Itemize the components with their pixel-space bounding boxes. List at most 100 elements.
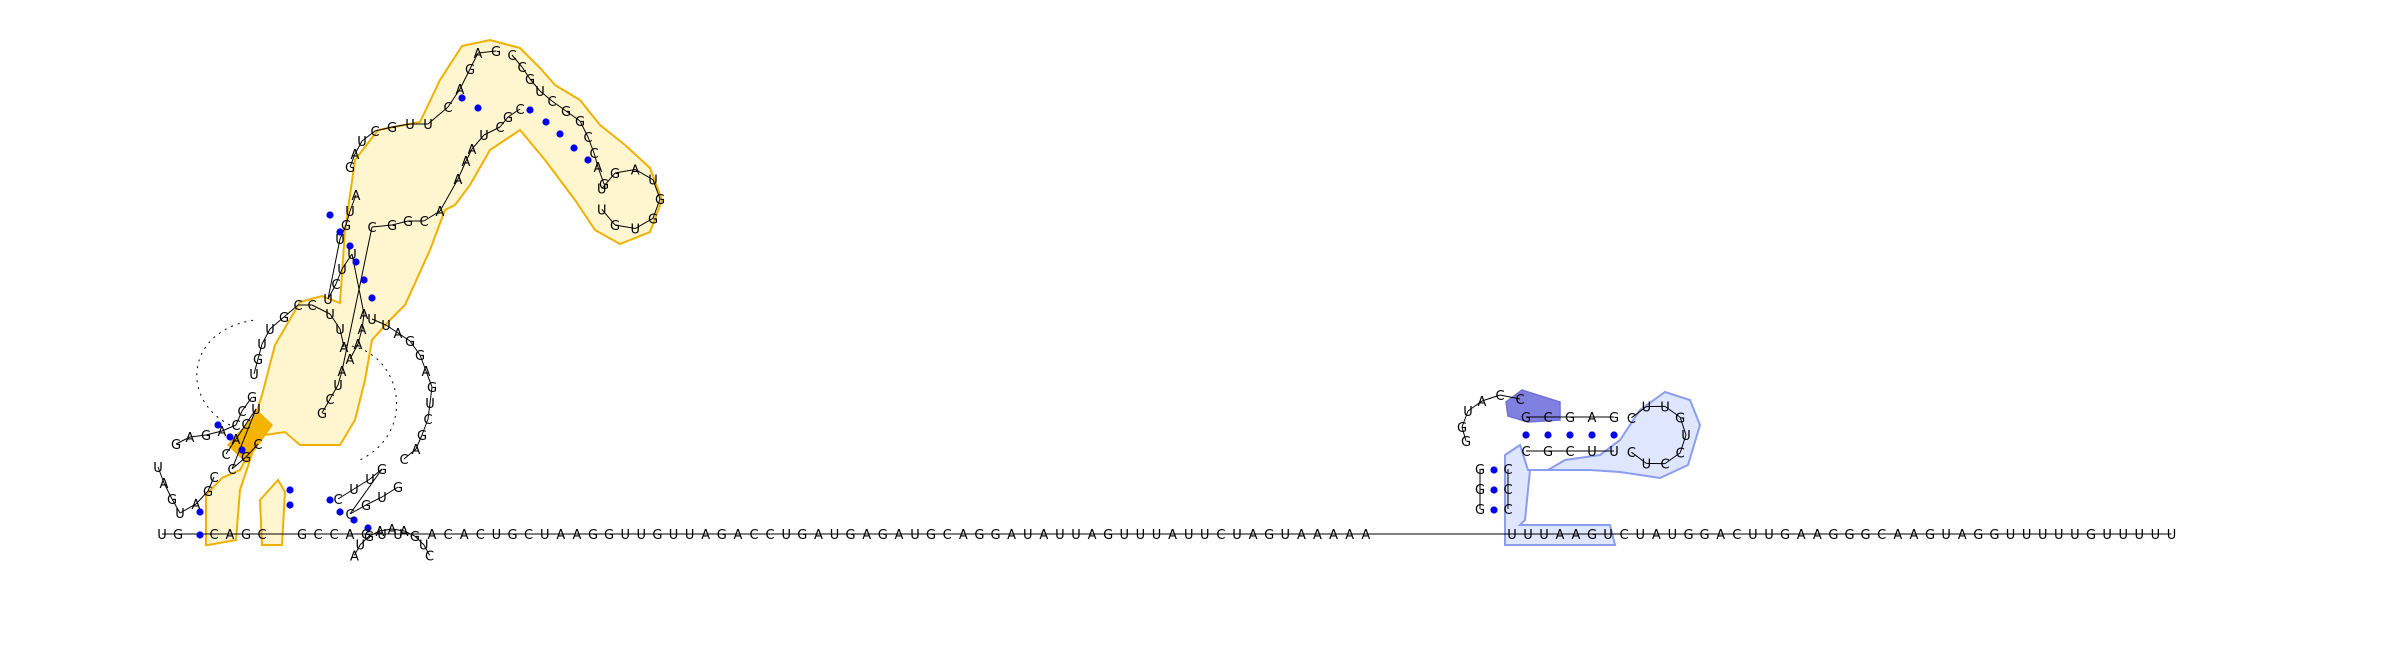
nucleotide-stem: A xyxy=(232,433,241,448)
nucleotide-inner: U xyxy=(333,379,343,394)
nucleotide-linear: A xyxy=(814,528,823,543)
nucleotide-5prime: G xyxy=(173,528,183,543)
left-base-pair-dot xyxy=(326,211,334,219)
backbone-segment xyxy=(329,384,339,400)
nucleotide-3prime-tail: C xyxy=(1732,528,1741,543)
left-base-pair-dot xyxy=(570,144,578,152)
nucleotide-3prime-tail: A xyxy=(1652,528,1661,543)
nucleotide-3prime-tail: U xyxy=(1941,528,1951,543)
nucleotide-linear: U xyxy=(781,528,791,543)
nucleotide-pk-loop: A xyxy=(412,443,421,458)
nucleotide-3prime-tail: U xyxy=(2102,528,2112,543)
nucleotide-linear: A xyxy=(1039,528,1048,543)
nucleotide-3prime-tail: G xyxy=(1861,528,1871,543)
backbone-segment xyxy=(345,210,351,226)
nucleotide-left-base: C xyxy=(329,528,338,543)
nucleotide-terminal-loop: U xyxy=(630,223,640,238)
nucleotide-linear: A xyxy=(701,528,710,543)
nucleotide-linear: C xyxy=(943,528,952,543)
nucleotide-small-helix: C xyxy=(333,493,342,508)
nucleotide-linear: C xyxy=(444,528,453,543)
nucleotide-inner: C xyxy=(419,215,428,230)
backbone-segment xyxy=(425,370,433,388)
backbone-segment xyxy=(429,386,433,404)
nucleotide-left-base: A xyxy=(346,528,355,543)
nucleotide-right-upper: G xyxy=(1565,411,1575,426)
nucleotide-multiloop: U xyxy=(423,118,433,133)
left-base-pair-dot xyxy=(556,130,564,138)
backbone-segment xyxy=(391,528,405,532)
nucleotide-multiloop: G xyxy=(491,45,501,60)
nucleotide-small-helix: G xyxy=(377,463,387,478)
nucleotide-inner: A xyxy=(454,173,463,188)
nucleotide-stem: U xyxy=(265,323,275,338)
nucleotide-bottom-loop: G xyxy=(364,530,374,545)
nucleotide-3prime-tail: A xyxy=(1797,528,1806,543)
backbone-segment xyxy=(587,136,595,154)
nucleotide-left-base: U xyxy=(377,528,387,543)
nucleotide-terminal-loop: G xyxy=(655,193,665,208)
backbone-segment xyxy=(341,253,353,270)
nucleotide-3prime-tail: G xyxy=(1973,528,1983,543)
backbone-segment xyxy=(368,530,381,537)
nucleotide-right-upper: C xyxy=(1495,389,1504,404)
backbone-segment xyxy=(327,283,337,300)
backbone-segment xyxy=(163,482,173,500)
nucleotide-linear: G xyxy=(1264,528,1274,543)
nucleotide-left-base: G xyxy=(297,528,307,543)
nucleotide-outer-loop: C xyxy=(237,405,246,420)
right-base-pair-dot xyxy=(1522,431,1530,439)
nucleotide-right-upper: G xyxy=(1609,411,1619,426)
nucleotide-linear: G xyxy=(846,528,856,543)
nucleotide-right-stem: C xyxy=(1503,463,1512,478)
backbone-segment xyxy=(634,169,654,181)
pseudoknot-arc-2 xyxy=(344,344,397,461)
backbone-segment xyxy=(427,402,431,420)
nucleotide-3prime-tail: U xyxy=(2118,528,2128,543)
nucleotide-3prime-tail: U xyxy=(2070,528,2080,543)
nucleotide-right-upper: U xyxy=(1463,405,1473,420)
nucleotide-linear: C xyxy=(749,528,758,543)
nucleotide-right-upper: A xyxy=(1478,395,1487,410)
nucleotide-inner: A xyxy=(462,155,471,170)
left-base-pair-dot xyxy=(286,501,294,509)
backbone-segment xyxy=(371,224,393,228)
nucleotide-upper: A xyxy=(354,338,363,353)
nucleotide-stem: A xyxy=(340,341,349,356)
nucleotide-outer-loop: G xyxy=(167,493,177,508)
nucleotide-multiloop: G xyxy=(465,63,475,78)
nucleotide-linear: U xyxy=(1071,528,1081,543)
nucleotide-stem: U xyxy=(257,338,267,353)
backbone-segment xyxy=(221,424,237,432)
nucleotide-small-helix: C xyxy=(345,508,354,523)
backbone-segment xyxy=(329,313,341,330)
nucleotide-arm: C xyxy=(589,147,598,162)
backbone-segment xyxy=(353,478,371,490)
left-base-pair-dot xyxy=(336,508,344,516)
nucleotide-3prime-tail: U xyxy=(2151,528,2161,543)
nucleotide-upper: U xyxy=(323,293,333,308)
nucleotide-left-base: G xyxy=(361,528,371,543)
backbone-segment xyxy=(465,148,473,162)
nucleotide-upper: C xyxy=(331,278,340,293)
nucleotide-right-upper: G xyxy=(1461,435,1471,450)
right-base-pair-dot xyxy=(1566,431,1574,439)
nucleotide-right-loop: C xyxy=(1676,447,1685,462)
nucleotide-linear: G xyxy=(990,528,1000,543)
nucleotide-arm: G xyxy=(599,178,609,193)
nucleotide-linear: G xyxy=(507,528,517,543)
right-base-pair-dot xyxy=(1490,486,1498,494)
backbone-segment xyxy=(245,443,259,458)
nucleotide-3prime-tail: U xyxy=(2038,528,2048,543)
backbone-segment xyxy=(361,130,376,142)
backbone-segment xyxy=(369,468,383,480)
backbone-segment xyxy=(337,488,355,500)
nucleotide-3prime-tail: U xyxy=(2167,528,2177,543)
nucleotide-small-helix: G xyxy=(393,481,403,496)
backbone-segment xyxy=(579,120,589,138)
nucleotide-linear: U xyxy=(910,528,920,543)
nucleotide-linear: A xyxy=(1297,528,1306,543)
nucleotide-multiloop: U xyxy=(405,118,415,133)
nucleotide-inner: G xyxy=(403,215,413,230)
nucleotide-inner: G xyxy=(503,111,513,126)
